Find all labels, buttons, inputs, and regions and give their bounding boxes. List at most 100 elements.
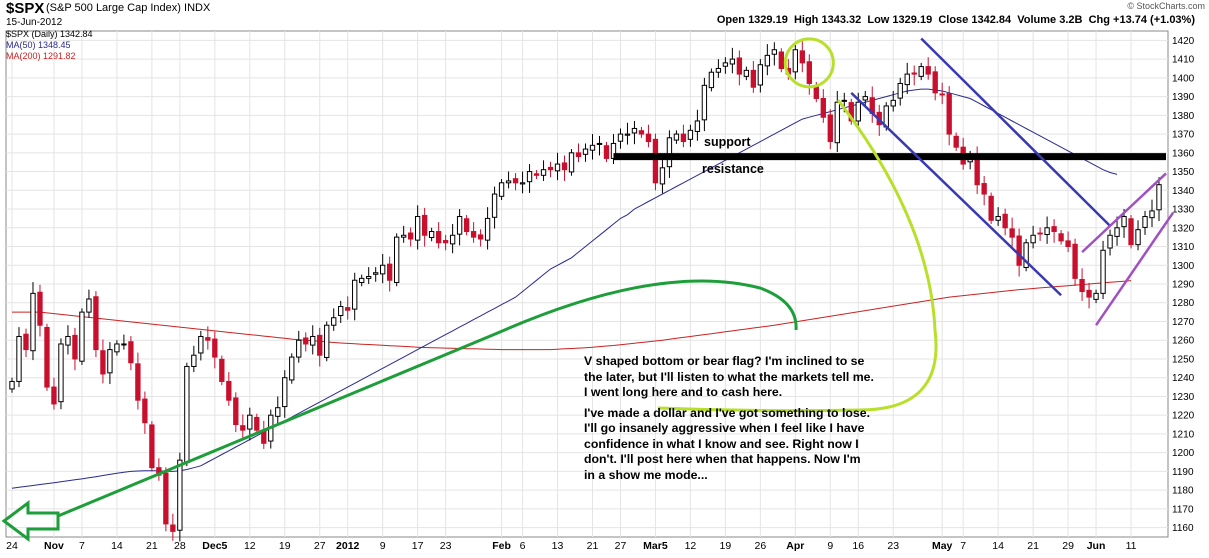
- candle-down: [547, 166, 554, 171]
- annotation-paragraph-2: I've made a dollar and I've got somethin…: [584, 405, 871, 482]
- candle-down: [750, 69, 757, 88]
- x-tick-label: May: [932, 540, 953, 552]
- y-tick-label: 1310: [1172, 242, 1195, 253]
- candle-down: [463, 218, 470, 233]
- candle-down: [575, 152, 582, 158]
- candle-up: [324, 324, 330, 358]
- x-tick-label: 23: [887, 540, 899, 552]
- candle-up: [289, 356, 295, 381]
- candle-down: [205, 337, 211, 341]
- candle-up: [491, 193, 498, 218]
- candle-up: [449, 234, 456, 245]
- ohlc-summary: Open 1329.19 High 1343.32 Low 1329.19 Cl…: [717, 14, 1195, 26]
- x-tick-label: 14: [992, 540, 1004, 552]
- x-tick-label: 24: [6, 540, 18, 552]
- candle-up: [1030, 234, 1036, 244]
- x-tick-label: Mar5: [643, 540, 668, 552]
- candle-up: [659, 167, 666, 185]
- x-tick-label: Feb: [492, 540, 511, 552]
- candle-up: [1156, 184, 1162, 211]
- candle-up: [86, 298, 92, 313]
- candle-up: [505, 180, 512, 184]
- candle-up: [484, 217, 491, 241]
- y-tick-label: 1210: [1172, 429, 1195, 440]
- watermark: © StockCharts.com: [1127, 1, 1205, 11]
- candle-up: [582, 148, 589, 155]
- candle-up: [596, 142, 603, 145]
- chart-date: 15-Jun-2012: [6, 17, 63, 28]
- y-tick-label: 1410: [1172, 55, 1195, 66]
- x-tick-label: Dec5: [202, 540, 227, 552]
- candle-up: [310, 335, 316, 346]
- y-tick-label: 1340: [1172, 186, 1195, 197]
- candle-up: [1044, 227, 1050, 236]
- candle-up: [729, 58, 736, 65]
- candle-up: [904, 73, 910, 86]
- candle-down: [645, 133, 652, 143]
- flag-upper-line: [1081, 172, 1167, 254]
- candle-up: [1121, 216, 1127, 228]
- candle-up: [855, 101, 861, 122]
- candle-down: [442, 240, 449, 244]
- candle-down: [1065, 240, 1071, 248]
- candle-up: [792, 49, 798, 73]
- close-label: Close: [938, 14, 969, 26]
- candle-up: [1023, 242, 1029, 269]
- x-tick-label: 19: [279, 540, 291, 552]
- candle-down: [561, 162, 568, 171]
- chart-legend: $SPX (Daily) 1342.84 MA(50) 1348.45 MA(2…: [6, 29, 93, 62]
- candle-up: [757, 64, 764, 86]
- candle-down: [1016, 235, 1022, 266]
- candle-down: [317, 334, 323, 356]
- candle-up: [121, 343, 127, 346]
- volume-value: 3.2B: [1059, 14, 1083, 26]
- candle-up: [338, 305, 344, 316]
- candle-up: [30, 292, 36, 352]
- y-tick-label: 1330: [1172, 205, 1195, 216]
- chg-value: +13.74 (+1.03%): [1113, 14, 1195, 26]
- candle-down: [142, 398, 148, 424]
- candle-up: [177, 459, 183, 531]
- channel-upper-line: [920, 37, 1111, 227]
- y-tick-label: 1360: [1172, 148, 1195, 159]
- candle-up: [701, 84, 708, 121]
- candle-down: [421, 214, 428, 236]
- candle-down: [23, 333, 29, 351]
- flag-lower-line: [1095, 212, 1175, 326]
- candle-up: [841, 99, 847, 102]
- candle-down: [820, 97, 826, 118]
- candle-down: [1072, 243, 1078, 279]
- candle-down: [988, 195, 994, 221]
- candle-up: [862, 96, 868, 101]
- y-tick-label: 1380: [1172, 111, 1195, 122]
- candle-up: [1135, 229, 1141, 246]
- candle-down: [135, 363, 141, 401]
- candle-up: [1142, 216, 1148, 228]
- candle-up: [918, 66, 924, 77]
- candle-down: [219, 358, 225, 382]
- candle-up: [79, 311, 85, 362]
- y-tick-label: 1280: [1172, 298, 1195, 309]
- candle-up: [296, 339, 302, 358]
- candle-up: [687, 129, 694, 140]
- candle-up: [554, 163, 561, 172]
- ticker-symbol: $SPX: [6, 0, 45, 17]
- legend-ma50: MA(50) 1348.45: [6, 40, 71, 50]
- candle-down: [652, 138, 659, 184]
- candle-down: [149, 424, 155, 469]
- candle-down: [163, 472, 169, 525]
- y-tick-label: 1190: [1172, 467, 1194, 478]
- candle-down: [946, 93, 952, 135]
- low-value: 1329.19: [892, 14, 933, 26]
- x-tick-label: 21: [1027, 540, 1039, 552]
- x-tick-label: 23: [440, 540, 452, 552]
- x-tick-label: Jun: [1087, 540, 1106, 552]
- candle-up: [114, 343, 120, 353]
- candle-up: [589, 144, 596, 151]
- candle-up: [331, 317, 337, 326]
- candle-down: [1079, 279, 1085, 292]
- volume-label: Volume: [1017, 14, 1057, 26]
- candle-up: [184, 365, 190, 463]
- candle-down: [1086, 289, 1092, 298]
